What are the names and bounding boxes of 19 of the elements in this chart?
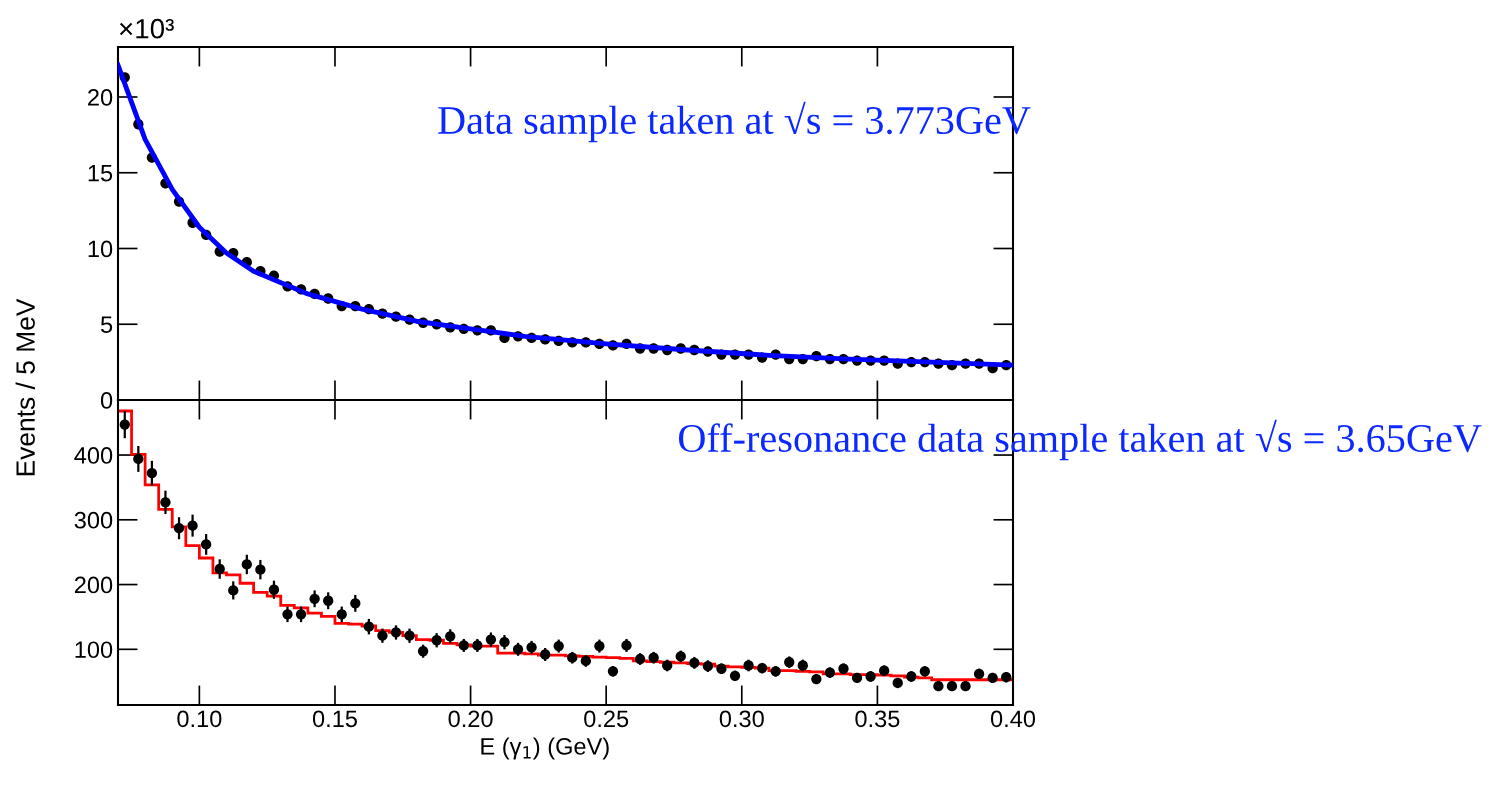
y-tick-label: 100	[75, 641, 113, 659]
x-tick-label: 0.10	[177, 710, 222, 728]
x-tick-label: 0.15	[312, 710, 357, 728]
x-tick-label: 0.40	[990, 710, 1036, 728]
y-tick-label: 10	[88, 240, 113, 258]
x-tick-label: 0.30	[719, 710, 764, 728]
y-tick-label: 300	[74, 511, 113, 529]
y-axis-title: Events / 5 MeV	[15, 298, 35, 476]
x-tick-label: 0.25	[584, 710, 629, 728]
y-tick-label: 400	[74, 447, 113, 464]
text: ×10³	[119, 18, 174, 39]
x-tick-label: 0.35	[855, 710, 900, 728]
y-tick-label: 20	[88, 89, 113, 106]
y-tick-label: 15	[88, 165, 113, 182]
y-tick-label: 0	[100, 392, 113, 409]
x-axis-title: E (γ$_{1}$) (GeV)	[481, 737, 609, 760]
y-tick-label: 200	[74, 576, 113, 594]
x-tick-label: 0.20	[448, 710, 493, 728]
y-tick-label: 5	[100, 316, 113, 334]
